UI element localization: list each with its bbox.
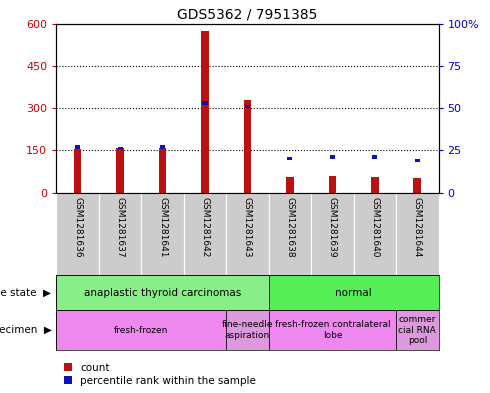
Bar — [184, 193, 226, 275]
Bar — [201, 31, 209, 193]
Bar — [396, 310, 439, 350]
Bar — [287, 157, 293, 160]
Bar — [159, 147, 166, 193]
Text: GSM1281643: GSM1281643 — [243, 196, 252, 257]
Text: GSM1281644: GSM1281644 — [413, 196, 422, 257]
Bar — [118, 147, 122, 150]
Text: specimen  ▶: specimen ▶ — [0, 325, 51, 335]
Bar — [245, 105, 250, 108]
Bar — [269, 310, 396, 350]
Bar — [329, 176, 336, 193]
Text: fresh-frozen contralateral
lobe: fresh-frozen contralateral lobe — [274, 320, 390, 340]
Bar — [226, 310, 269, 350]
Bar — [244, 99, 251, 193]
Bar — [354, 193, 396, 275]
Bar — [202, 101, 208, 105]
Text: disease state  ▶: disease state ▶ — [0, 288, 51, 298]
Bar — [311, 193, 354, 275]
Text: GSM1281640: GSM1281640 — [370, 196, 379, 257]
Text: GSM1281636: GSM1281636 — [73, 196, 82, 257]
Bar — [269, 275, 439, 310]
Bar — [116, 147, 124, 193]
Bar — [414, 178, 421, 193]
Bar — [56, 193, 99, 275]
Legend: count, percentile rank within the sample: count, percentile rank within the sample — [62, 360, 258, 388]
Bar — [99, 193, 141, 275]
Text: GSM1281637: GSM1281637 — [116, 196, 124, 257]
Bar — [56, 275, 269, 310]
Text: GSM1281638: GSM1281638 — [285, 196, 294, 257]
Text: fresh-frozen: fresh-frozen — [114, 326, 169, 334]
Bar — [141, 193, 184, 275]
Bar — [396, 193, 439, 275]
Text: anaplastic thyroid carcinomas: anaplastic thyroid carcinomas — [84, 288, 241, 298]
Text: normal: normal — [335, 288, 372, 298]
Bar — [56, 310, 226, 350]
Bar — [74, 149, 81, 193]
Text: commer
cial RNA
pool: commer cial RNA pool — [398, 315, 436, 345]
Bar — [160, 145, 165, 149]
Text: fine-needle
aspiration: fine-needle aspiration — [221, 320, 273, 340]
Bar — [75, 145, 80, 149]
Text: GSM1281642: GSM1281642 — [200, 196, 210, 257]
Bar — [415, 159, 420, 162]
Text: GSM1281639: GSM1281639 — [328, 196, 337, 257]
Bar — [330, 155, 335, 159]
Bar — [226, 193, 269, 275]
Text: GSM1281641: GSM1281641 — [158, 196, 167, 257]
Bar — [286, 177, 294, 193]
Bar — [372, 155, 377, 159]
Bar — [371, 177, 379, 193]
Bar — [269, 193, 311, 275]
Title: GDS5362 / 7951385: GDS5362 / 7951385 — [177, 7, 318, 21]
